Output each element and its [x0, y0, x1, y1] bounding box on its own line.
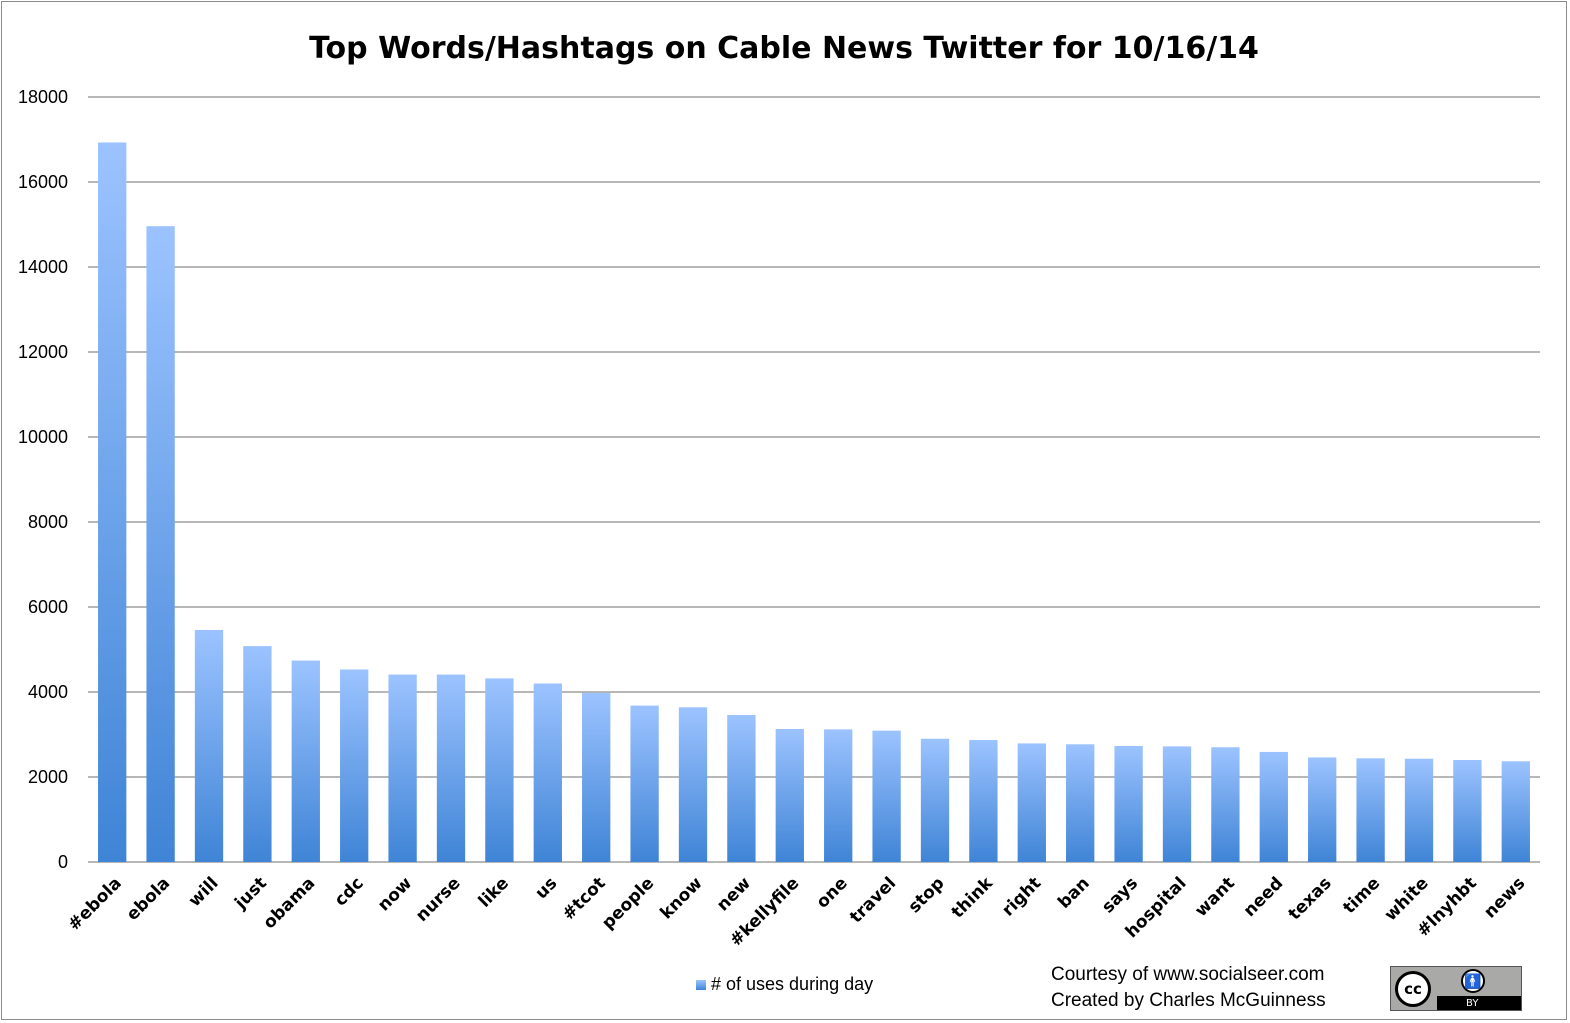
y-tick-label: 8000: [28, 512, 68, 532]
badge-bar: [1437, 996, 1521, 1010]
bar-lnyhbt: [1453, 760, 1482, 862]
person-icon: 🚹: [1461, 969, 1485, 993]
x-tick-label: news: [1480, 873, 1529, 922]
bar-just: [243, 646, 272, 862]
legend: # of uses during day: [696, 974, 873, 995]
x-tick-label: cdc: [331, 873, 368, 910]
legend-label: # of uses during day: [711, 974, 874, 994]
bar-nurse: [436, 674, 466, 862]
y-tick-label: 0: [58, 852, 68, 872]
bar-right: [1017, 743, 1046, 862]
x-tick-label: us: [531, 873, 561, 903]
x-tick-label: new: [713, 873, 755, 915]
x-tick-label: nurse: [412, 873, 465, 926]
bar-cdc: [340, 669, 369, 862]
x-tick-label: people: [598, 873, 658, 933]
bar-kellyfile: [775, 728, 804, 862]
bar-says: [1114, 745, 1143, 862]
bar-travel: [872, 730, 901, 862]
bar-ban: [1066, 744, 1095, 862]
x-tick-label: think: [948, 873, 998, 923]
x-tick-label: want: [1191, 873, 1239, 921]
y-tick-label: 6000: [28, 597, 68, 617]
chart-title: Top Words/Hashtags on Cable News Twitter…: [309, 31, 1259, 66]
bars: [98, 142, 1530, 863]
bar-obama: [291, 660, 320, 862]
x-tick-label: ebola: [123, 873, 174, 924]
y-tick-label: 14000: [18, 257, 68, 277]
creative-commons-by-icon: cc 🚹 BY: [1390, 966, 1522, 1011]
bar-hospital: [1162, 746, 1192, 862]
bar-know: [678, 707, 708, 862]
x-tick-label: like: [475, 873, 513, 911]
bar-texas: [1308, 757, 1337, 862]
bar-need: [1259, 751, 1288, 862]
credits-source: Courtesy of www.socialseer.com: [1051, 964, 1325, 985]
credits-author: Created by Charles McGuinness: [1051, 990, 1326, 1011]
y-tick-label: 4000: [28, 682, 68, 702]
credits: Courtesy of www.socialseer.com Created b…: [1051, 962, 1326, 1014]
x-tick-label: travel: [846, 873, 900, 927]
bar-like: [485, 678, 514, 862]
x-tick-label: texas: [1285, 873, 1336, 924]
bar-one: [824, 729, 853, 862]
gridlines: [88, 96, 1540, 863]
x-tick-label: will: [185, 873, 223, 911]
bar-new: [727, 714, 756, 862]
bar-people: [630, 705, 659, 862]
x-tick-label: right: [998, 873, 1045, 920]
y-tick-label: 12000: [18, 342, 68, 362]
bar-news: [1501, 761, 1530, 862]
y-tick-label: 2000: [28, 767, 68, 787]
bar-ebola: [98, 142, 127, 863]
bar-tcot: [582, 692, 611, 862]
x-tick-label: just: [230, 873, 270, 913]
x-tick-label: time: [1339, 873, 1384, 918]
bar-want: [1211, 747, 1240, 862]
bar-time: [1356, 758, 1385, 862]
x-tick-label: obama: [260, 873, 320, 933]
bar-now: [388, 674, 417, 862]
bar-stop: [920, 738, 950, 862]
x-tick-label: now: [374, 873, 416, 915]
y-tick-label: 10000: [18, 427, 68, 447]
bar-white: [1404, 758, 1434, 862]
y-axis-ticks: 0 2000 4000 6000 8000 10000 12000 14000 16000 180…: [18, 87, 68, 872]
x-tick-label: stop: [905, 873, 949, 917]
x-tick-label: know: [656, 873, 706, 923]
y-tick-label: 18000: [18, 87, 68, 107]
x-tick-label: says: [1098, 873, 1142, 917]
x-tick-label: #ebola: [64, 873, 125, 934]
by-label: BY: [1466, 998, 1479, 1009]
bar-ebola: [146, 226, 175, 862]
y-tick-label: 16000: [18, 172, 68, 192]
legend-swatch: [696, 979, 706, 990]
cc-icon: cc: [1395, 971, 1431, 1007]
x-tick-label: need: [1240, 873, 1288, 921]
bar-will: [194, 629, 224, 862]
x-tick-label: one: [813, 873, 852, 912]
bar-think: [969, 740, 998, 862]
bar-us: [533, 683, 562, 862]
x-tick-label: ban: [1054, 873, 1093, 912]
